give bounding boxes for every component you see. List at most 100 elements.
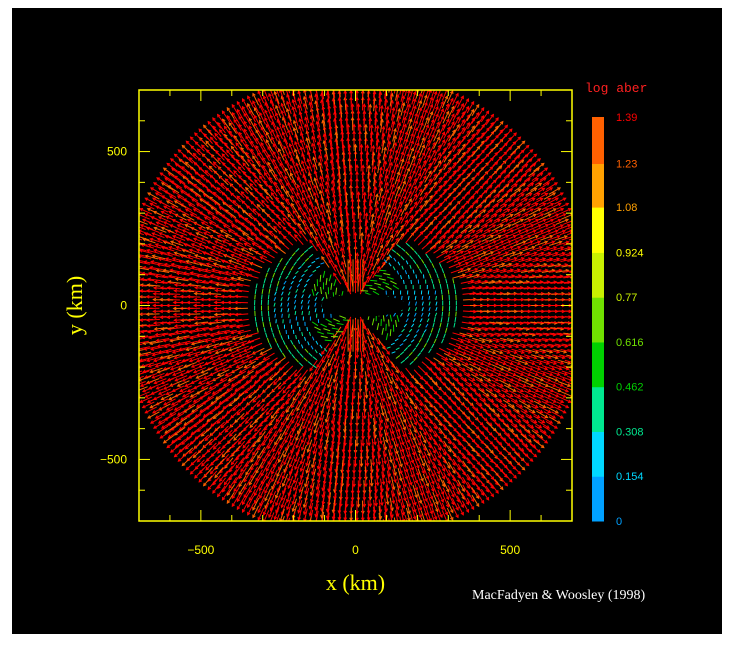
vector-arrow bbox=[337, 71, 340, 84]
vector-arrow bbox=[340, 336, 347, 351]
vector-arrow bbox=[313, 184, 320, 198]
vector-arrow bbox=[256, 327, 259, 333]
vector-arrow bbox=[426, 268, 430, 274]
vector-arrow bbox=[235, 345, 249, 352]
vector-arrow bbox=[296, 349, 301, 354]
vector-arrow bbox=[436, 273, 439, 279]
vector-arrow bbox=[377, 71, 380, 84]
vector-arrow bbox=[184, 439, 196, 450]
vector-arrow bbox=[337, 527, 340, 540]
vector-arrow bbox=[374, 390, 380, 404]
vector-arrow bbox=[378, 409, 384, 424]
vector-arrow bbox=[404, 190, 412, 204]
vector-arrow bbox=[314, 384, 321, 398]
vector-arrow bbox=[395, 216, 403, 229]
vector-arrow bbox=[298, 486, 304, 501]
vector-arrow bbox=[268, 371, 280, 381]
vector-arrow bbox=[446, 322, 449, 328]
vector-arrow bbox=[522, 149, 534, 159]
vector-arrow bbox=[573, 252, 586, 256]
vector-arrow bbox=[326, 201, 332, 216]
vector-arrow bbox=[343, 90, 345, 91]
vector-arrow bbox=[273, 235, 285, 245]
vector-arrow bbox=[433, 316, 436, 323]
vector-arrow bbox=[366, 247, 371, 261]
vector-arrow bbox=[313, 191, 320, 206]
vector-arrow bbox=[269, 283, 272, 289]
vector-arrow bbox=[323, 348, 328, 352]
vector-arrow bbox=[243, 360, 256, 369]
vector-arrow bbox=[439, 262, 443, 268]
vector-arrow bbox=[194, 132, 204, 143]
vector-arrow bbox=[288, 90, 291, 94]
vector-arrow bbox=[221, 192, 233, 202]
vector-arrow bbox=[495, 353, 509, 360]
vector-arrow bbox=[552, 375, 567, 382]
vector-arrow bbox=[354, 77, 357, 90]
vector-arrow bbox=[248, 355, 261, 363]
vector-arrow bbox=[139, 282, 141, 284]
vector-arrow bbox=[327, 374, 333, 389]
vector-arrow bbox=[314, 213, 321, 227]
vector-arrow bbox=[508, 164, 520, 174]
vector-arrow bbox=[280, 334, 284, 341]
vector-arrow bbox=[268, 343, 272, 349]
vector-arrow bbox=[194, 468, 204, 479]
vector-arrow bbox=[193, 297, 208, 302]
vector-arrow bbox=[376, 361, 383, 375]
vector-arrow bbox=[428, 301, 431, 306]
vector-arrow bbox=[288, 313, 290, 318]
vector-arrow bbox=[152, 297, 167, 302]
vector-arrow bbox=[320, 196, 326, 210]
vector-arrow bbox=[296, 398, 304, 412]
vector-arrow bbox=[371, 355, 378, 370]
vector-arrow bbox=[291, 396, 299, 409]
vector-arrow bbox=[407, 110, 413, 125]
vector-arrow bbox=[291, 403, 299, 417]
y-tick-label: 0 bbox=[120, 299, 127, 313]
vector-arrow bbox=[472, 268, 486, 274]
vector-arrow bbox=[246, 237, 259, 246]
vector-arrow bbox=[389, 190, 395, 205]
vector-arrow bbox=[185, 140, 196, 151]
vector-arrow bbox=[575, 344, 588, 347]
vector-arrow bbox=[296, 406, 304, 420]
vector-arrow bbox=[518, 144, 530, 155]
vector-arrow bbox=[383, 181, 389, 196]
vector-arrow bbox=[468, 256, 482, 263]
vector-arrow bbox=[390, 342, 395, 346]
vector-arrow bbox=[370, 227, 376, 241]
vector-arrow bbox=[385, 210, 392, 225]
vector-arrow bbox=[307, 361, 313, 366]
vector-arrow bbox=[238, 335, 253, 341]
vector-arrow bbox=[380, 223, 387, 238]
vector-arrow bbox=[342, 319, 350, 322]
vector-arrow bbox=[395, 232, 405, 245]
vector-arrow bbox=[515, 460, 526, 471]
vector-arrow bbox=[290, 339, 294, 345]
vector-arrow bbox=[497, 348, 511, 354]
vector-arrow bbox=[304, 348, 309, 354]
vector-arrow bbox=[477, 262, 492, 268]
vector-arrow bbox=[277, 221, 288, 233]
vector-arrow bbox=[389, 406, 395, 421]
vector-arrow bbox=[125, 252, 138, 256]
vector-arrow bbox=[259, 256, 273, 264]
vector-arrow bbox=[464, 267, 479, 274]
vector-arrow bbox=[274, 337, 277, 343]
vector-arrow bbox=[327, 222, 333, 237]
central-core bbox=[321, 294, 406, 317]
vector-arrow bbox=[262, 250, 275, 259]
vector-arrow bbox=[306, 150, 313, 165]
vector-arrow bbox=[430, 327, 434, 333]
vector-arrow bbox=[294, 365, 304, 377]
vector-arrow bbox=[420, 312, 424, 317]
vector-arrow bbox=[466, 251, 480, 258]
vector-arrow bbox=[240, 340, 255, 347]
credit-text: MacFadyen & Woosley (1998) bbox=[472, 588, 646, 603]
vector-arrow bbox=[460, 327, 475, 332]
vector-arrow bbox=[445, 363, 458, 372]
vector-arrow bbox=[326, 230, 333, 244]
vector-arrow bbox=[308, 294, 311, 299]
vector-arrow bbox=[120, 287, 133, 290]
